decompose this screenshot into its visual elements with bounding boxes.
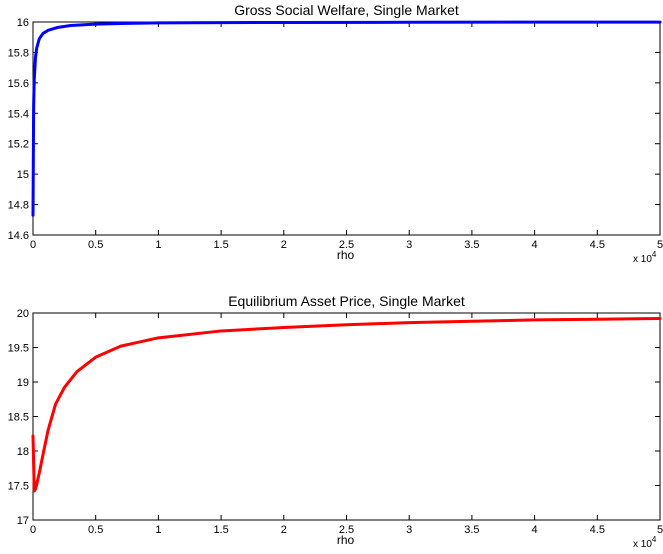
asset-price-y-tick-label: 20 xyxy=(17,308,29,320)
welfare-x-tick-label: 2 xyxy=(281,239,287,251)
asset-price-x-tick-label: 4 xyxy=(532,524,538,536)
welfare-x-tick-label: 4.5 xyxy=(590,239,605,251)
welfare-x-axis-label: rho xyxy=(337,248,355,262)
asset-price-x-exponent-power: 4 xyxy=(652,535,657,544)
welfare-x-tick-label: 4 xyxy=(532,239,538,251)
welfare-plot-frame xyxy=(32,21,661,236)
welfare-x-exponent-label: x 104 xyxy=(633,250,657,265)
asset-price-x-tick-label: 1.5 xyxy=(213,524,228,536)
welfare-x-tick-label: 1.5 xyxy=(213,239,228,251)
asset-price-x-tick-label: 4.5 xyxy=(590,524,605,536)
asset-price-x-tick-label: 0 xyxy=(30,524,36,536)
asset-price-y-tick-label: 17.5 xyxy=(8,481,29,493)
welfare-x-tick-label: 3.5 xyxy=(464,239,479,251)
welfare-y-tick-label: 14.8 xyxy=(8,200,29,212)
asset-price-x-exponent-base: x 10 xyxy=(633,539,652,550)
asset-price-x-tick-label: 3 xyxy=(406,524,412,536)
welfare-x-tick-label: 5 xyxy=(657,239,663,251)
asset-price-y-tick-label: 18.5 xyxy=(8,412,29,424)
asset-price-x-axis-label: rho xyxy=(337,533,355,547)
welfare-y-tick-label: 15.4 xyxy=(8,108,29,120)
welfare-x-exponent-base: x 10 xyxy=(633,254,652,265)
welfare-y-tick-label: 16 xyxy=(17,17,29,29)
asset-price-x-tick-label: 0.5 xyxy=(88,524,103,536)
welfare-title: Gross Social Welfare, Single Market xyxy=(234,2,459,18)
welfare-x-tick-label: 0.5 xyxy=(88,239,103,251)
asset-price-x-tick-label: 5 xyxy=(657,524,663,536)
welfare-y-tick-label: 15.8 xyxy=(8,47,29,59)
asset-price-y-tick-label: 18 xyxy=(17,446,29,458)
welfare-series-line xyxy=(31,20,662,217)
welfare-x-tick-label: 2.5 xyxy=(339,239,354,251)
asset-price-y-tick-label: 19 xyxy=(17,377,29,389)
asset-price-x-tick-label: 3.5 xyxy=(464,524,479,536)
asset-price-x-exponent-label: x 104 xyxy=(633,535,657,550)
asset-price-y-tick-label: 17 xyxy=(17,515,29,527)
asset-price-title: Equilibrium Asset Price, Single Market xyxy=(228,293,465,309)
welfare-x-tick-label: 3 xyxy=(406,239,412,251)
asset-price-y-tick-label: 19.5 xyxy=(8,343,29,355)
asset-price-x-tick-label: 2 xyxy=(281,524,287,536)
welfare-y-tick-label: 15 xyxy=(17,169,29,181)
welfare-x-exponent-power: 4 xyxy=(652,250,657,259)
asset-price-chart: Equilibrium Asset Price, Single Market 0 0… xyxy=(8,293,663,550)
asset-price-x-tick-label: 2.5 xyxy=(339,524,354,536)
welfare-y-tick-label: 15.2 xyxy=(8,139,29,151)
welfare-x-tick-label: 0 xyxy=(30,239,36,251)
welfare-x-tick-label: 1 xyxy=(155,239,161,251)
welfare-y-tick-label: 15.6 xyxy=(8,78,29,90)
asset-price-x-tick-label: 1 xyxy=(155,524,161,536)
welfare-y-tick-label: 14.6 xyxy=(8,230,29,242)
welfare-chart: Gross Social Welfare, Single Market 0 0.5 1… xyxy=(8,2,663,265)
asset-price-series-line xyxy=(31,317,662,493)
